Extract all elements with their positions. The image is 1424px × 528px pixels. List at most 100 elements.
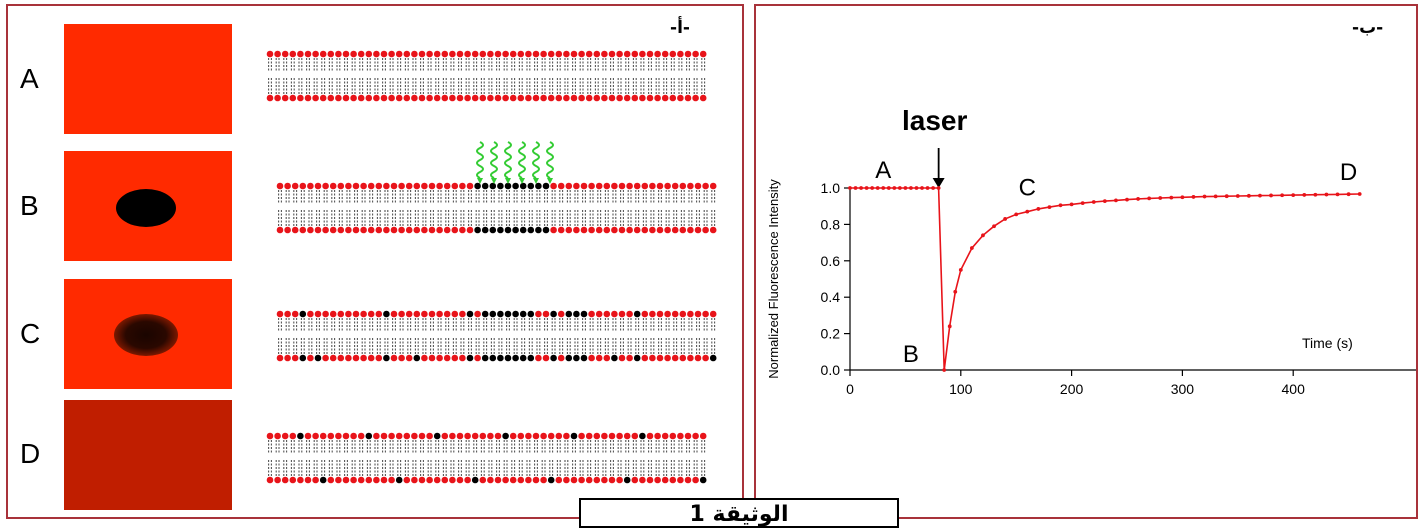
data-point <box>931 186 935 190</box>
lipid-bilayer <box>266 432 707 484</box>
data-point <box>1269 193 1273 198</box>
x-tick-label: 400 <box>1282 381 1306 397</box>
data-point <box>1114 198 1118 203</box>
fluorescence-swatch-c <box>64 279 232 389</box>
lipid-bilayer <box>266 50 707 102</box>
data-point <box>1136 197 1140 201</box>
panel-b-label: -ب- <box>1352 18 1384 38</box>
x-tick-label: 200 <box>1060 381 1084 397</box>
recovering-spot <box>114 314 178 356</box>
data-point <box>1036 207 1041 211</box>
data-point <box>953 289 958 294</box>
bleached-spot <box>116 189 176 227</box>
data-point <box>1158 196 1163 200</box>
data-point <box>1280 193 1285 198</box>
point-label-c: C <box>1019 175 1036 202</box>
data-point <box>1224 194 1229 199</box>
data-point <box>864 186 869 190</box>
data-point <box>903 186 908 190</box>
data-point <box>1291 193 1296 197</box>
y-axis-title: Normalized Fluorescence Intensity <box>766 179 781 379</box>
lipid-bilayer <box>276 182 717 234</box>
data-point <box>1014 212 1019 217</box>
row-letter-b: B <box>20 190 39 221</box>
y-tick-label: 0.0 <box>821 362 841 378</box>
x-tick-label: 0 <box>846 381 854 397</box>
data-point <box>897 186 902 190</box>
data-point <box>1102 199 1107 204</box>
chart-axes <box>849 188 1416 371</box>
data-point <box>886 186 891 190</box>
data-point <box>1246 193 1251 198</box>
data-point <box>1357 192 1362 196</box>
row-letter-c: C <box>20 318 41 349</box>
data-point <box>875 186 880 190</box>
data-point <box>881 186 886 190</box>
data-point <box>1302 193 1307 197</box>
y-tick-label: 0.8 <box>821 216 841 232</box>
y-tick-label: 0.6 <box>821 253 841 269</box>
series-line <box>850 187 1360 371</box>
data-point <box>1202 194 1207 199</box>
data-point <box>969 246 974 250</box>
data-point <box>1213 194 1218 199</box>
fluorescence-swatch-d <box>64 400 232 510</box>
laser-beam-icon <box>476 141 554 184</box>
data-point <box>981 233 985 238</box>
y-tick-label: 0.2 <box>821 326 841 342</box>
fluorescence-swatch-b <box>64 151 232 261</box>
point-label-b: B <box>903 341 919 368</box>
laser-arrow-icon <box>932 148 945 188</box>
data-point <box>848 186 852 190</box>
data-point <box>936 186 941 190</box>
membrane-diagrams <box>266 50 717 484</box>
panel-a-label: -أ- <box>670 18 690 38</box>
data-point <box>1258 193 1262 198</box>
point-label-d: D <box>1340 159 1357 186</box>
data-point <box>909 186 913 190</box>
data-point <box>925 186 930 190</box>
data-point <box>1125 197 1129 202</box>
data-point <box>1313 192 1318 197</box>
row-letter-d: D <box>20 438 41 469</box>
data-point <box>859 186 863 190</box>
data-point <box>1346 192 1351 197</box>
point-label-a: A <box>875 157 891 184</box>
data-point <box>1235 194 1240 198</box>
data-point <box>870 186 875 190</box>
data-point <box>947 324 952 329</box>
data-point <box>1003 217 1008 221</box>
row-letter-a: A <box>20 63 39 94</box>
data-point <box>1047 205 1052 210</box>
data-point <box>1191 195 1196 199</box>
data-point <box>1180 195 1185 200</box>
data-point <box>853 186 858 190</box>
panel-b: -ب- 0 100 200 300 400 0.0 0.2 0.4 0.6 0.8 1.0 Norm… <box>754 4 1418 519</box>
data-point <box>1335 192 1340 197</box>
data-point <box>1324 192 1329 197</box>
data-point <box>1025 209 1030 214</box>
data-point <box>1147 196 1152 201</box>
data-point <box>1069 202 1074 207</box>
frap-chart: 0 100 200 300 400 0.0 0.2 0.4 0.6 0.8 1.0 Normaliz… <box>766 105 1416 397</box>
y-tick-label: 0.4 <box>821 289 841 305</box>
fluorescence-swatch-a <box>64 24 232 134</box>
y-tick-label: 1.0 <box>821 180 841 196</box>
lipid-bilayer <box>276 310 717 362</box>
data-point <box>1169 195 1174 200</box>
data-point <box>958 268 963 272</box>
data-point <box>992 224 996 229</box>
laser-label: laser <box>902 105 967 136</box>
panel-a: -أ- A B C D <box>6 4 744 519</box>
x-axis-title: Time (s) <box>1302 335 1353 351</box>
data-point <box>1091 200 1096 204</box>
data-point <box>920 186 924 190</box>
data-point <box>942 368 947 372</box>
x-tick-label: 300 <box>1171 381 1195 397</box>
data-point <box>1080 201 1085 206</box>
data-point <box>914 186 919 190</box>
data-point <box>1058 203 1063 208</box>
data-point <box>892 186 897 190</box>
x-tick-label: 100 <box>949 381 973 397</box>
document-caption: الوثيقة 1 <box>579 498 899 528</box>
